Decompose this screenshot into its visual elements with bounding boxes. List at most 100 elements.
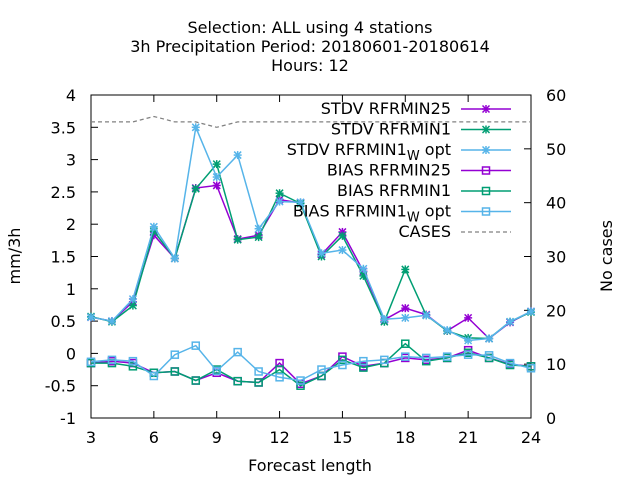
legend-entry: STDV RFRMIN25: [321, 99, 511, 118]
marker-square: [401, 339, 410, 348]
x-tick-label: 3: [86, 428, 96, 447]
data-point: [380, 355, 389, 365]
series-5: [86, 341, 536, 385]
marker-square: [191, 376, 201, 385]
marker-square: [296, 376, 305, 385]
data-point: [442, 352, 452, 361]
data-point: [484, 351, 494, 360]
y-tick-label: 2.5: [51, 183, 76, 202]
y-tick-label: 2: [66, 215, 76, 234]
marker-square: [233, 376, 242, 386]
data-point: [481, 207, 491, 216]
x-tick-label: 24: [521, 428, 541, 447]
data-point: [107, 317, 116, 326]
marker-square: [481, 207, 491, 216]
data-point: [464, 313, 473, 322]
data-point: [275, 365, 284, 374]
data-point: [170, 254, 179, 263]
data-point: [505, 358, 515, 368]
marker-square: [380, 355, 389, 365]
data-point: [401, 352, 410, 361]
data-point: [317, 249, 326, 258]
title-line-2: 3h Precipitation Period: 20180601-201806…: [130, 37, 490, 56]
series-line: [90, 344, 532, 382]
data-point: [128, 356, 138, 366]
data-point: [422, 311, 431, 320]
marker-square: [275, 373, 284, 382]
data-point: [506, 317, 515, 326]
data-point: [191, 376, 201, 385]
marker-square: [275, 365, 284, 374]
marker-square: [338, 355, 347, 365]
y-tick-label: 0: [66, 344, 76, 363]
marker-square: [170, 350, 180, 359]
data-point: [254, 224, 263, 233]
data-point: [170, 350, 180, 359]
y-tick-label: 4: [66, 86, 76, 105]
marker-square: [296, 381, 305, 390]
marker-square: [526, 364, 536, 373]
marker-square: [149, 371, 159, 381]
data-point: [421, 353, 431, 363]
y-tick-label: 3: [66, 151, 76, 170]
marker-square: [233, 347, 242, 357]
data-point: [481, 186, 491, 196]
data-point: [317, 365, 326, 374]
data-point: [481, 104, 491, 114]
marker-square: [254, 367, 263, 376]
data-point: [128, 295, 137, 304]
data-point: [254, 233, 263, 242]
data-point: [128, 362, 138, 371]
data-point: [191, 184, 200, 193]
marker-square: [481, 186, 491, 196]
y-tick-label: 1: [66, 280, 76, 299]
marker-square: [481, 166, 491, 175]
marker-square: [128, 362, 138, 371]
data-point: [296, 198, 305, 207]
marker-square: [463, 350, 473, 359]
data-point: [233, 347, 242, 357]
data-point: [481, 145, 491, 155]
x-tick-label: 6: [149, 428, 159, 447]
data-point: [86, 357, 96, 367]
legend-entry: STDV RFRMIN1: [331, 120, 511, 139]
legend-label: STDV RFRMIN25: [321, 99, 451, 118]
marker-square: [401, 352, 410, 361]
data-point: [296, 376, 305, 385]
data-point: [359, 356, 368, 366]
y-tick-label: 1.5: [51, 248, 76, 267]
y2-tick-label: 0: [546, 409, 556, 428]
data-point: [338, 360, 347, 370]
data-point: [526, 307, 536, 316]
marker-square: [505, 358, 515, 368]
data-point: [464, 336, 473, 345]
data-point: [149, 371, 159, 381]
x-axis-label: Forecast length: [248, 456, 372, 475]
marker-square: [317, 365, 326, 374]
data-point: [296, 381, 305, 390]
data-point: [233, 376, 242, 386]
marker-square: [484, 351, 494, 360]
title-line-3: Hours: 12: [271, 56, 349, 75]
marker-square: [254, 378, 263, 387]
chart-series: [86, 115, 536, 390]
data-point: [212, 160, 221, 169]
data-point: [338, 355, 347, 365]
data-point: [170, 367, 180, 376]
marker-square: [359, 356, 368, 366]
y2-tick-label: 30: [546, 248, 566, 267]
y2-tick-label: 40: [546, 194, 566, 213]
x-tick-label: 21: [458, 428, 478, 447]
legend-label: BIAS RFRMIN1: [337, 181, 451, 200]
y2-tick-label: 50: [546, 140, 566, 159]
data-point: [380, 315, 389, 324]
series-2: [86, 123, 536, 345]
marker-square: [107, 355, 117, 365]
y2-tick-label: 20: [546, 301, 566, 320]
data-point: [212, 181, 221, 190]
marker-square: [191, 341, 201, 350]
series-line: [90, 124, 532, 342]
x-tick-label: 18: [395, 428, 415, 447]
x-tick-label: 15: [332, 428, 352, 447]
data-point: [481, 166, 491, 175]
